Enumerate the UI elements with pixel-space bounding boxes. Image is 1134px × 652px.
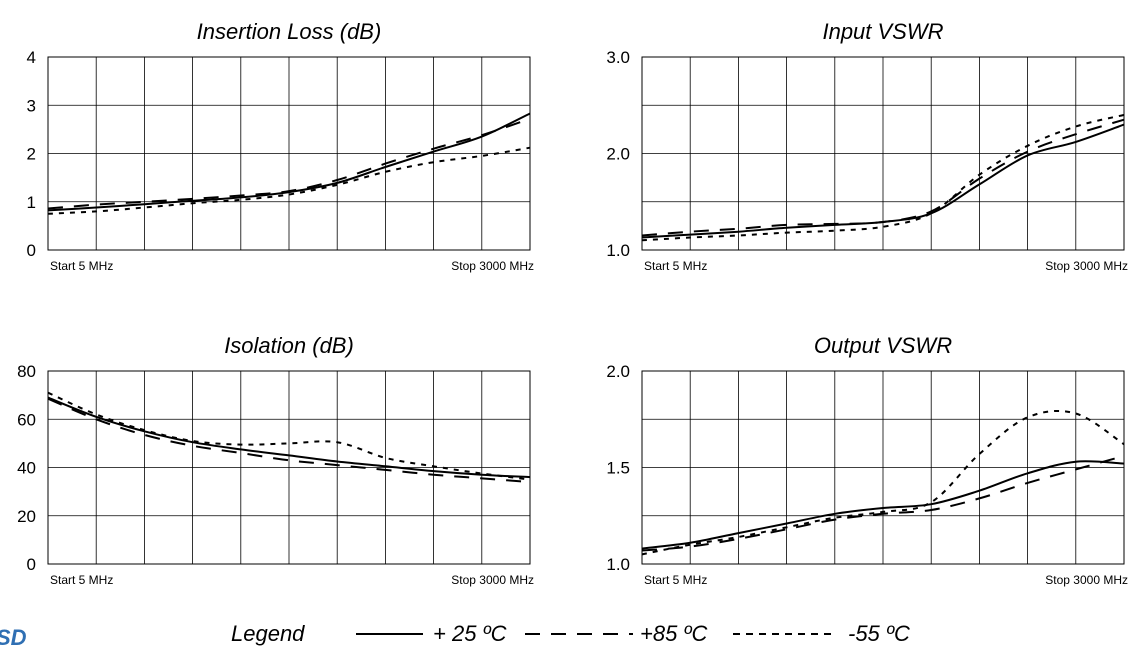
x-stop-label: Stop 3000 MHz <box>451 573 534 587</box>
output-vswr-chart: Output VSWR 1.0 1.5 2.0 Start 5 MHz Stop 3000… <box>606 333 1128 587</box>
legend: Legend + 25 ºC +85 ºC -55 ºC <box>231 621 910 646</box>
y-tick-label: 0 <box>27 241 36 260</box>
y-tick-label: 0 <box>27 555 36 574</box>
y-tick-label: 20 <box>17 507 36 526</box>
x-start-label: Start 5 MHz <box>644 259 707 273</box>
x-stop-label: Stop 3000 MHz <box>451 259 534 273</box>
legend-label: Legend <box>231 621 305 646</box>
y-tick-label: 2.0 <box>606 145 630 164</box>
x-stop-label: Stop 3000 MHz <box>1045 259 1128 273</box>
logo-text: SD <box>0 625 27 650</box>
legend-item-85c: +85 ºC <box>640 621 707 646</box>
chart-title: Insertion Loss (dB) <box>197 19 382 44</box>
chart-title: Isolation (dB) <box>224 333 354 358</box>
y-tick-label: 1 <box>27 193 36 212</box>
y-tick-label: 3.0 <box>606 48 630 67</box>
y-tick-label: 1.5 <box>606 459 630 478</box>
legend-item-minus55c: -55 ºC <box>848 621 910 646</box>
x-start-label: Start 5 MHz <box>50 259 113 273</box>
y-tick-label: 1.0 <box>606 241 630 260</box>
series-line-solid <box>47 396 531 479</box>
x-stop-label: Stop 3000 MHz <box>1045 573 1128 587</box>
series-line-longdash <box>641 454 1125 552</box>
isolation-chart: Isolation (dB) 0 20 40 60 80 Start 5 MHz Stop 3… <box>17 333 534 587</box>
y-tick-label: 1.0 <box>606 555 630 574</box>
y-tick-label: 40 <box>17 459 36 478</box>
y-tick-label: 80 <box>17 362 36 381</box>
series-line-shortdash <box>47 391 531 481</box>
y-tick-label: 60 <box>17 410 36 429</box>
y-tick-label: 3 <box>27 96 36 115</box>
company-logo: SD <box>0 625 27 650</box>
series-line-longdash <box>47 117 531 210</box>
y-tick-label: 2.0 <box>606 362 630 381</box>
x-start-label: Start 5 MHz <box>50 573 113 587</box>
insertion-loss-chart: Insertion Loss (dB) 0 1 2 3 4 Start 5 MHz Stop … <box>27 19 534 273</box>
chart-title: Output VSWR <box>814 333 952 358</box>
series-line-shortdash <box>641 409 1125 556</box>
chart-title: Input VSWR <box>822 19 943 44</box>
series-line-solid <box>641 460 1125 550</box>
y-tick-label: 4 <box>27 48 36 67</box>
series-line-longdash <box>641 118 1125 237</box>
series-line-longdash <box>47 397 531 483</box>
legend-item-25c: + 25 ºC <box>433 621 507 646</box>
y-tick-label: 2 <box>27 145 36 164</box>
input-vswr-chart: Input VSWR 1.0 2.0 3.0 Start 5 MHz Stop 3000 … <box>606 19 1128 273</box>
x-start-label: Start 5 MHz <box>644 573 707 587</box>
